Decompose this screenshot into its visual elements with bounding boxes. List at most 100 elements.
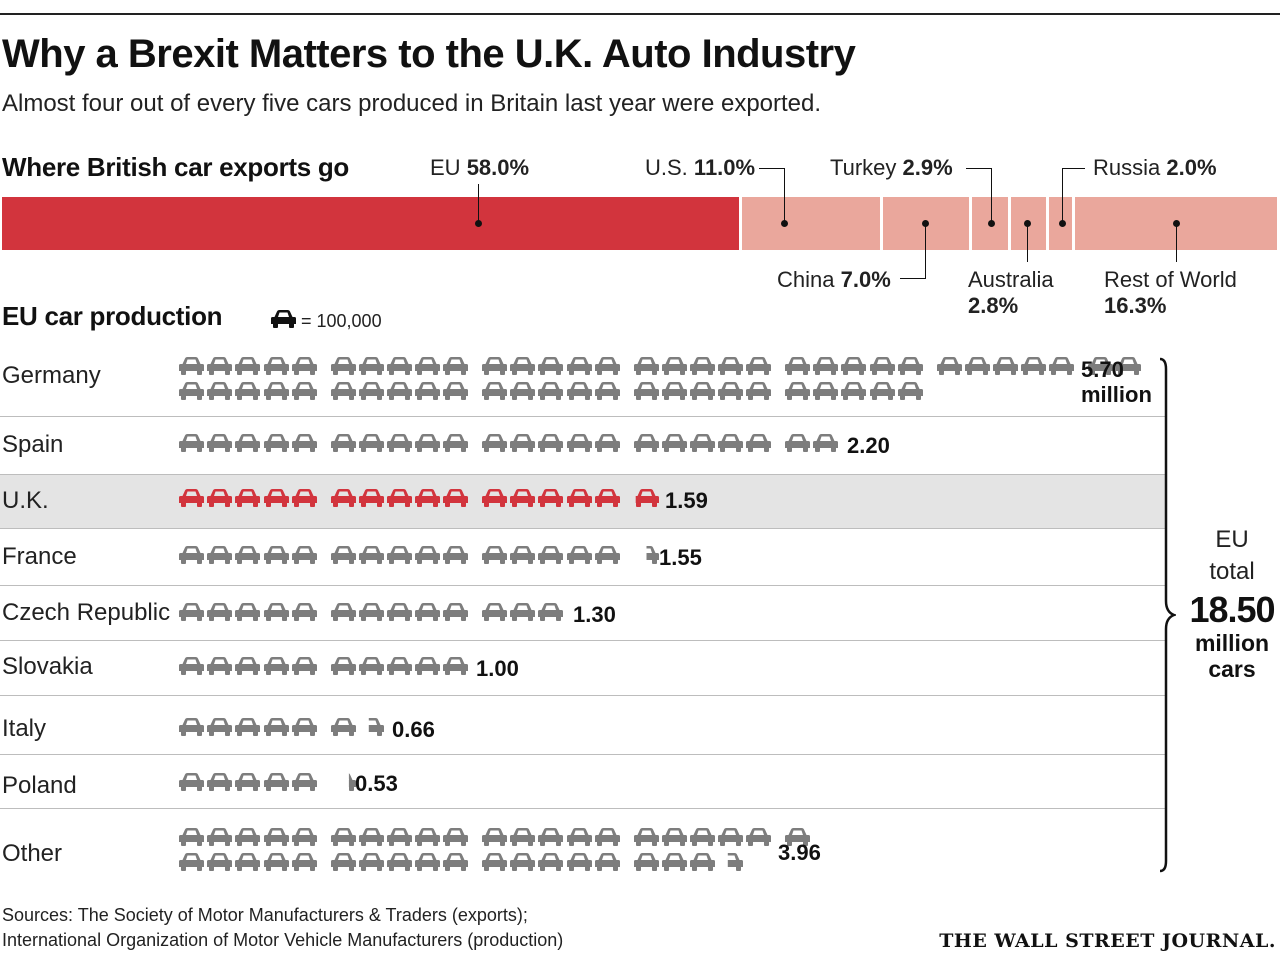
leader-rest-of-world: [1176, 224, 1177, 262]
car-icon-spain: [718, 434, 744, 452]
car-icon-other: [330, 828, 356, 846]
car-icon-other: [386, 853, 412, 871]
country-spain: Spain: [2, 431, 64, 458]
car-icon-france: [415, 546, 441, 564]
car-icon-czech-republic: [235, 603, 261, 621]
car-icon-czech-republic: [482, 603, 507, 621]
leader-turkey-v: [991, 168, 992, 223]
label-russia: Russia 2.0%: [1093, 155, 1217, 180]
car-icon-germany: [869, 382, 895, 400]
car-icon-germany: [415, 382, 441, 400]
car-icon-germany: [235, 357, 261, 375]
car-icon-slovakia: [358, 657, 384, 675]
car-icon-germany: [897, 357, 923, 375]
car-icon-other: [746, 828, 772, 846]
car-icon-germany: [443, 357, 469, 375]
car-icon-other: [566, 828, 592, 846]
dot-russia: [1059, 220, 1066, 227]
car-icon-u-k-: [358, 489, 384, 507]
car-icon-other: [415, 853, 441, 871]
car-icon-italy: [207, 718, 233, 736]
page-title: Why a Brexit Matters to the U.K. Auto In…: [2, 32, 856, 76]
country-germany: Germany: [2, 362, 101, 389]
car-icon-france: [263, 546, 289, 564]
row-divider: [0, 585, 1165, 586]
car-icon-czech-republic: [386, 603, 412, 621]
car-icon-germany: [594, 357, 620, 375]
exports-heading: Where British car exports go: [2, 152, 350, 182]
car-icon-czech-republic: [263, 603, 289, 621]
car-icon-czech-republic: [179, 603, 204, 621]
car-icon-germany: [330, 382, 356, 400]
car-icon-other: [538, 828, 564, 846]
dot-australia: [1024, 220, 1031, 227]
car-icon-other: [594, 853, 620, 871]
car-icon-spain: [510, 434, 536, 452]
car-icon-other: [263, 828, 289, 846]
car-icon-slovakia: [235, 657, 261, 675]
car-icon-other: [443, 853, 469, 871]
car-icon-france: [179, 546, 204, 564]
car-icon-france: [594, 546, 620, 564]
row-divider: [0, 474, 1165, 475]
car-icon-slovakia: [179, 657, 204, 675]
car-icon-france: [330, 546, 356, 564]
value-poland: 0.53: [355, 771, 398, 796]
car-icon-other: [727, 853, 744, 871]
page-subtitle: Almost four out of every five cars produ…: [2, 90, 822, 117]
car-icon-germany: [291, 382, 317, 400]
car-icon-czech-republic: [443, 603, 469, 621]
value-spain: 2.20: [847, 433, 890, 458]
car-icon-italy: [179, 718, 204, 736]
car-icon-spain: [330, 434, 356, 452]
car-icon-germany: [179, 357, 204, 375]
car-icon-germany: [1116, 357, 1142, 375]
leader-australia: [1027, 224, 1028, 262]
car-icon-spain: [633, 434, 659, 452]
car-icon-germany: [813, 382, 839, 400]
car-icon-other: [510, 853, 536, 871]
car-icon-other: [689, 828, 715, 846]
car-icon-germany: [538, 382, 564, 400]
car-icon-other: [179, 828, 204, 846]
car-icon-italy: [368, 718, 384, 736]
value-italy: 0.66: [392, 717, 435, 742]
car-icon-germany: [538, 357, 564, 375]
car-icon-germany: [633, 357, 659, 375]
source-line-2: International Organization of Motor Vehi…: [2, 930, 564, 950]
car-icon-germany: [291, 357, 317, 375]
car-icon-germany: [207, 382, 233, 400]
car-icon-germany: [594, 382, 620, 400]
car-icon-spain: [661, 434, 687, 452]
car-icon-germany: [718, 357, 744, 375]
car-icon-france: [566, 546, 592, 564]
car-icon-germany: [746, 357, 772, 375]
car-icon-germany: [510, 357, 536, 375]
car-icon-germany: [869, 357, 895, 375]
dot-china: [922, 220, 929, 227]
car-icon-germany: [510, 382, 536, 400]
row-divider: [0, 640, 1165, 641]
total-value: 18.50: [1189, 589, 1275, 630]
car-icon-spain: [358, 434, 384, 452]
car-icon-france: [386, 546, 412, 564]
value-slovakia: 1.00: [476, 656, 519, 681]
car-icon-slovakia: [207, 657, 233, 675]
car-icon-spain: [263, 434, 289, 452]
car-icon-germany: [263, 382, 289, 400]
car-icon-other: [179, 853, 204, 871]
car-icon-spain: [291, 434, 317, 452]
car-icon-france: [646, 546, 659, 564]
car-icon-other: [594, 828, 620, 846]
car-icon-italy: [330, 718, 356, 736]
car-icon-germany: [386, 357, 412, 375]
leader-china-v: [925, 224, 926, 279]
car-icon-czech-republic: [415, 603, 441, 621]
car-icon-other: [235, 828, 261, 846]
car-icon-other: [358, 828, 384, 846]
dot-eu: [475, 220, 482, 227]
car-icon-germany: [415, 357, 441, 375]
car-icon-other: [633, 853, 659, 871]
bar-segment-eu: [2, 197, 739, 250]
car-icon-other: [358, 853, 384, 871]
